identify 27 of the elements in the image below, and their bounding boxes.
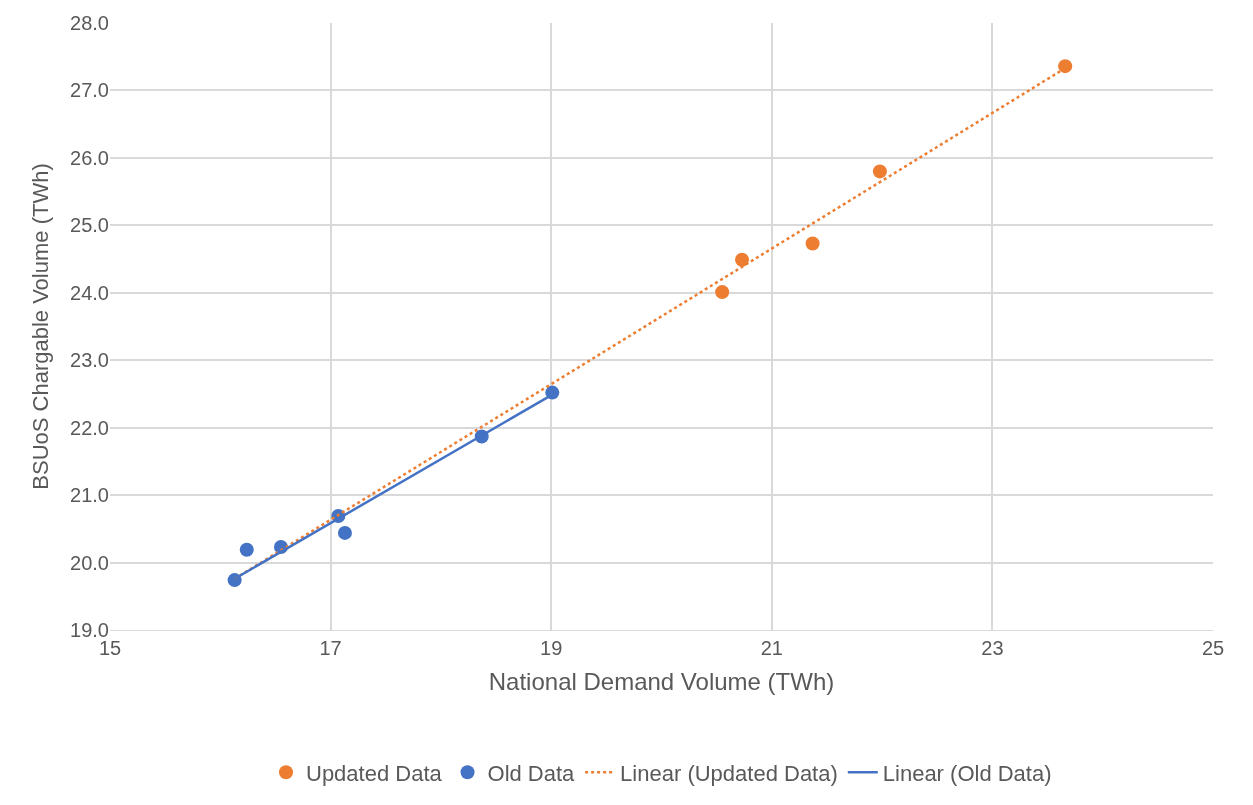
- point: [337, 525, 352, 540]
- y-tick-label: 28.0: [70, 12, 109, 34]
- legend-label: Linear (Updated Data): [620, 760, 838, 786]
- y-tick-label: 22.0: [70, 416, 109, 439]
- x-tick-label: 17: [319, 637, 342, 659]
- point: [239, 542, 254, 557]
- legend-label: Linear (Old Data): [882, 760, 1052, 786]
- x-axis-title: National Demand Volume (TWh): [488, 668, 835, 696]
- x-tick-label: 25: [1201, 637, 1225, 659]
- y-axis-title: BSUoS Chargable Volume (TWh): [27, 163, 53, 490]
- y-tick-label: 23.0: [70, 349, 109, 372]
- point: [872, 164, 887, 179]
- point: [735, 252, 750, 267]
- x-tick-label: 19: [540, 637, 563, 659]
- legend-label: Updated Data: [306, 760, 443, 786]
- point: [715, 285, 730, 300]
- x-tick-label: 23: [981, 637, 1004, 659]
- point: [1058, 59, 1073, 74]
- y-tick-label: 25.0: [70, 214, 109, 237]
- point: [805, 236, 820, 251]
- legend-label: Old Data: [487, 760, 576, 786]
- y-tick-label: 24.0: [70, 281, 109, 304]
- x-tick-label: 21: [760, 637, 783, 659]
- y-tick-label: 26.0: [70, 146, 109, 169]
- y-tick-label: 27.0: [70, 79, 109, 102]
- y-tick-label: 21.0: [70, 484, 109, 507]
- y-tick-label: 20.0: [70, 551, 109, 574]
